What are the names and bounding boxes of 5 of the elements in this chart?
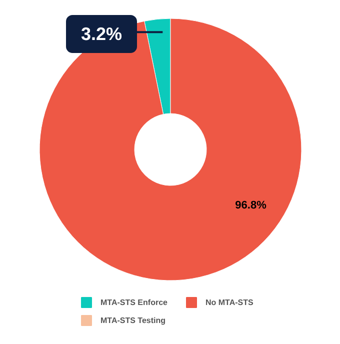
legend-label: MTA-STS Testing xyxy=(100,316,166,325)
legend-label: No MTA-STS xyxy=(206,298,254,307)
legend-label: MTA-STS Enforce xyxy=(100,298,168,307)
data-label: 3.2% xyxy=(80,24,122,44)
data-label: 96.8% xyxy=(235,200,267,212)
